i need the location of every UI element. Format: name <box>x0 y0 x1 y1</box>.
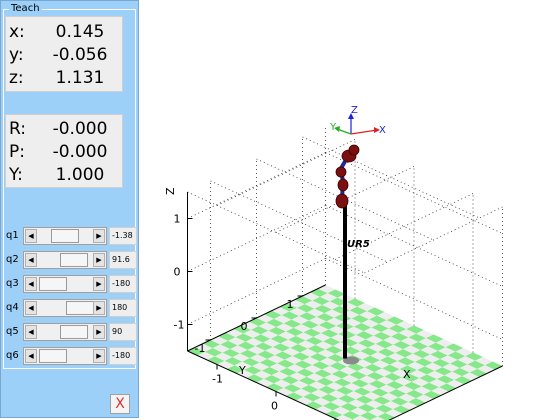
slider-left-arrow-icon[interactable]: ◀ <box>25 253 37 267</box>
y-axis-label: Y <box>238 364 246 377</box>
frame-y-label: Y <box>329 122 337 133</box>
teach-panel: Teach x: 0.145 y: -0.056 z: 1.131 R: -0.… <box>0 0 139 418</box>
end-effector-frame <box>334 113 380 135</box>
yaw-value: 1.000 <box>55 165 105 185</box>
slider-left-arrow-icon[interactable]: ◀ <box>25 229 37 243</box>
close-icon: X <box>115 396 125 412</box>
joint-value-q1: -1.38 <box>109 227 137 245</box>
joint-value-q5: 90 <box>109 323 137 341</box>
position-readout <box>5 16 123 92</box>
teach-frame <box>3 9 136 369</box>
joint-value-q6: -180 <box>109 347 137 365</box>
z-value: 1.131 <box>55 68 105 88</box>
joint-slider-q2[interactable]: ◀ ▶ <box>23 251 107 269</box>
x-value: 0.145 <box>55 22 105 42</box>
joint-slider-q5[interactable]: ◀ ▶ <box>23 323 107 341</box>
slider-right-arrow-icon[interactable]: ▶ <box>93 229 105 243</box>
z-tick-label: 0 <box>174 266 181 279</box>
y-tick-label: -1 <box>195 342 206 355</box>
joint-slider-q3[interactable]: ◀ ▶ <box>23 275 107 293</box>
axes-box <box>187 192 503 420</box>
joint-label-q6: q6 <box>6 350 19 361</box>
x-label: x: <box>9 22 25 42</box>
robot-label: UR5 <box>347 239 370 250</box>
slider-thumb[interactable] <box>38 277 67 291</box>
pitch-label: P: <box>9 142 25 162</box>
x-tick-label: -1 <box>212 373 223 386</box>
slider-right-arrow-icon[interactable]: ▶ <box>93 253 105 267</box>
slider-left-arrow-icon[interactable]: ◀ <box>25 277 37 291</box>
roll-label: R: <box>9 119 27 139</box>
joint-slider-q1[interactable]: ◀ ▶ <box>23 227 107 245</box>
joint-label-q3: q3 <box>6 278 19 289</box>
z-tick-label: 1 <box>174 213 181 226</box>
close-button[interactable]: X <box>110 394 130 414</box>
slider-left-arrow-icon[interactable]: ◀ <box>25 325 37 339</box>
y-tick-label: 1 <box>287 298 294 311</box>
slider-thumb[interactable] <box>65 301 94 315</box>
x-axis-label: X <box>403 368 411 381</box>
slider-thumb[interactable] <box>38 349 67 363</box>
orientation-readout <box>5 114 123 188</box>
joint-value-q4: 180 <box>109 299 137 317</box>
slider-thumb[interactable] <box>50 229 79 243</box>
robot-plot[interactable]: 10-1-10110-1 Z X Y UR5 Z Y X <box>141 0 560 420</box>
panel-title: Teach <box>9 3 42 15</box>
slider-left-arrow-icon[interactable]: ◀ <box>25 349 37 363</box>
y-tick-label: 0 <box>241 320 248 333</box>
joint-slider-q4[interactable]: ◀ ▶ <box>23 299 107 317</box>
x-tick-label: 0 <box>271 400 278 413</box>
joint-label-q2: q2 <box>6 254 19 265</box>
slider-right-arrow-icon[interactable]: ▶ <box>93 325 105 339</box>
checker-floor <box>187 285 503 420</box>
pitch-value: -0.000 <box>52 142 108 162</box>
joint-value-q3: -180 <box>109 275 137 293</box>
joint-label-q5: q5 <box>6 326 19 337</box>
slider-thumb[interactable] <box>59 253 88 267</box>
z-axis-label: Z <box>164 187 177 195</box>
frame-x-label: X <box>379 125 386 136</box>
slider-right-arrow-icon[interactable]: ▶ <box>93 301 105 315</box>
slider-right-arrow-icon[interactable]: ▶ <box>93 349 105 363</box>
y-value: -0.056 <box>52 45 108 65</box>
y-label: y: <box>9 45 24 65</box>
yaw-label: Y: <box>9 165 23 185</box>
robot-ur5 <box>335 144 360 365</box>
z-tick-label: -1 <box>174 319 185 332</box>
frame-z-label: Z <box>351 105 358 116</box>
roll-value: -0.000 <box>52 119 108 139</box>
tick-labels: 10-1-10110-1 <box>174 213 294 413</box>
joint-label-q1: q1 <box>6 230 19 241</box>
z-label: z: <box>9 68 24 88</box>
slider-right-arrow-icon[interactable]: ▶ <box>93 277 105 291</box>
joint-value-q2: 91.6 <box>109 251 137 269</box>
slider-thumb[interactable] <box>59 325 88 339</box>
slider-left-arrow-icon[interactable]: ◀ <box>25 301 37 315</box>
joint-slider-q6[interactable]: ◀ ▶ <box>23 347 107 365</box>
joint-label-q4: q4 <box>6 302 19 313</box>
grid-lines <box>187 126 503 366</box>
